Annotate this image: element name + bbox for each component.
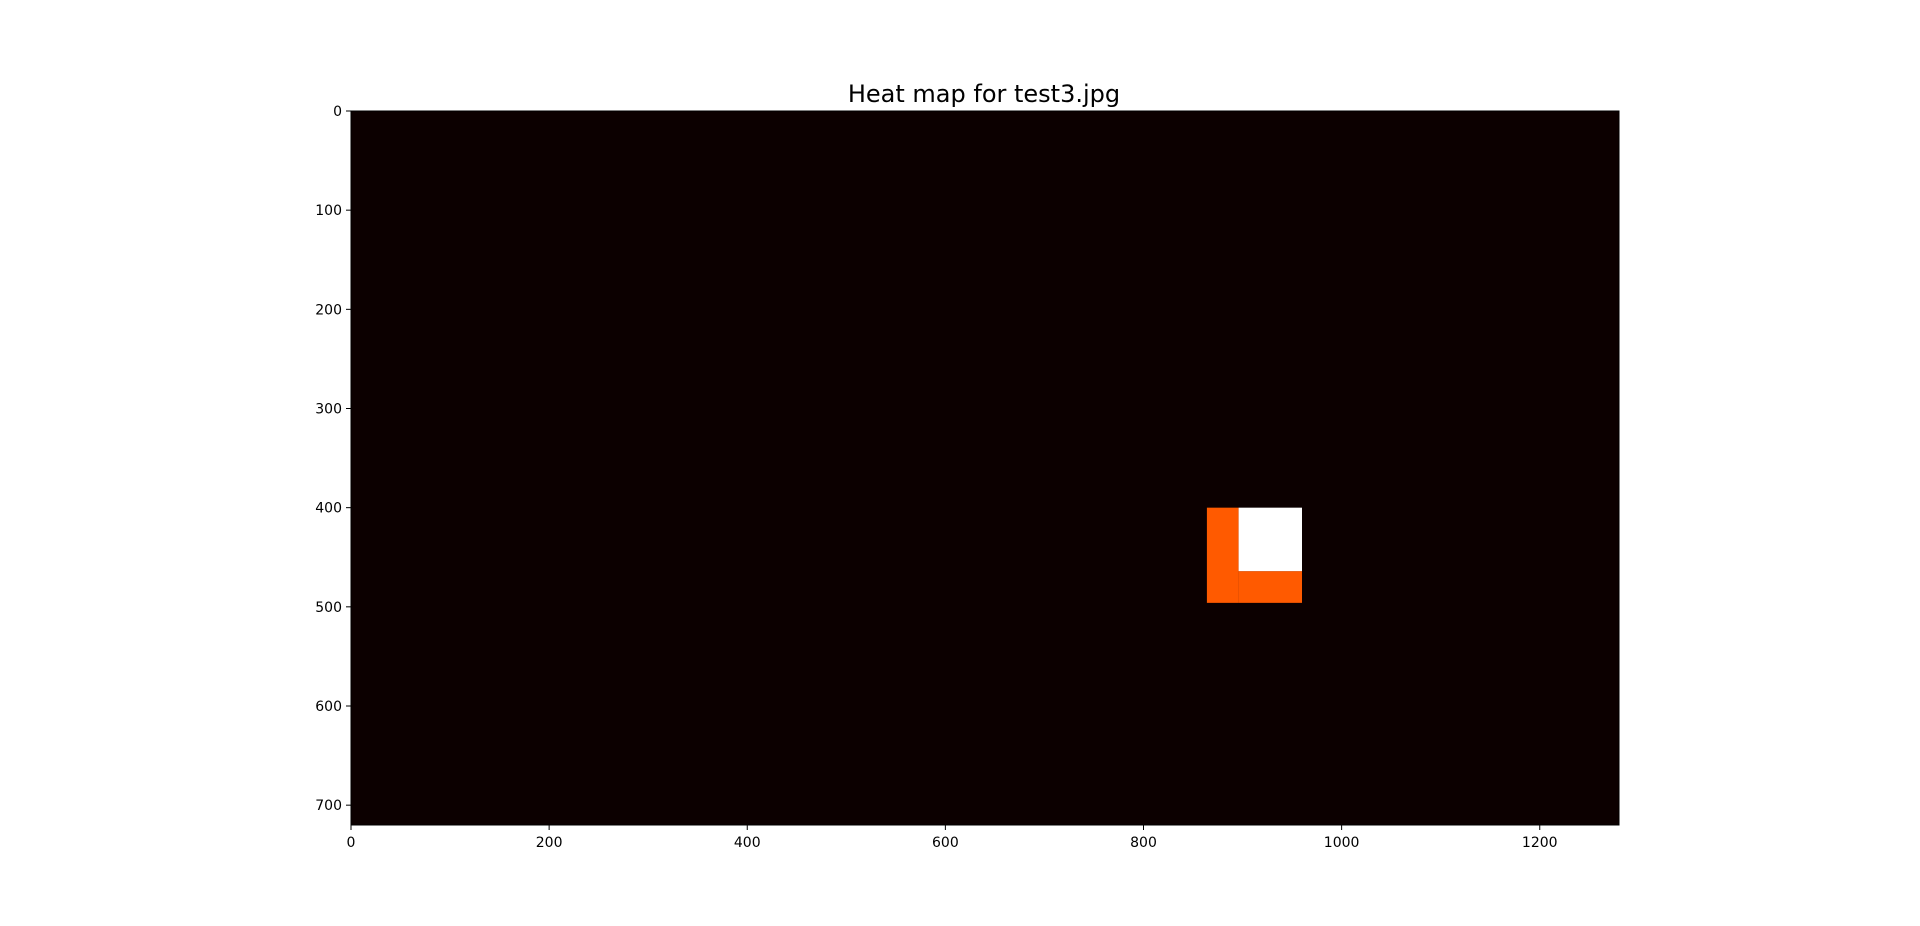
y-tick-label: 500 — [315, 600, 342, 616]
x-tick-label: 1000 — [1324, 835, 1360, 851]
plot-frame — [350, 110, 1620, 826]
heat-cells — [1206, 507, 1302, 603]
x-tick-label: 200 — [536, 835, 563, 851]
heat-cell — [1238, 571, 1302, 603]
heat-cell — [1238, 507, 1302, 572]
y-tick-label: 100 — [315, 203, 342, 219]
x-tick-label: 1200 — [1522, 835, 1558, 851]
plot-background — [351, 111, 1619, 825]
y-tick-label: 0 — [333, 104, 342, 120]
y-tick-label: 400 — [315, 501, 342, 517]
y-tick-label: 300 — [315, 402, 342, 418]
x-tick-label: 0 — [347, 835, 356, 851]
x-tick-label: 600 — [932, 835, 959, 851]
axes: 0 200 400 600 800 1000 1200 0 100 200 300 400 500 600… — [315, 104, 1620, 851]
y-tick-label: 200 — [315, 302, 342, 318]
y-tick-label: 600 — [315, 699, 342, 715]
x-tick-label: 400 — [734, 835, 761, 851]
y-tick-label: 700 — [315, 798, 342, 814]
x-tick-label: 800 — [1130, 835, 1157, 851]
chart-title: Heat map for test3.jpg — [848, 80, 1120, 108]
heat-cell — [1206, 507, 1239, 603]
